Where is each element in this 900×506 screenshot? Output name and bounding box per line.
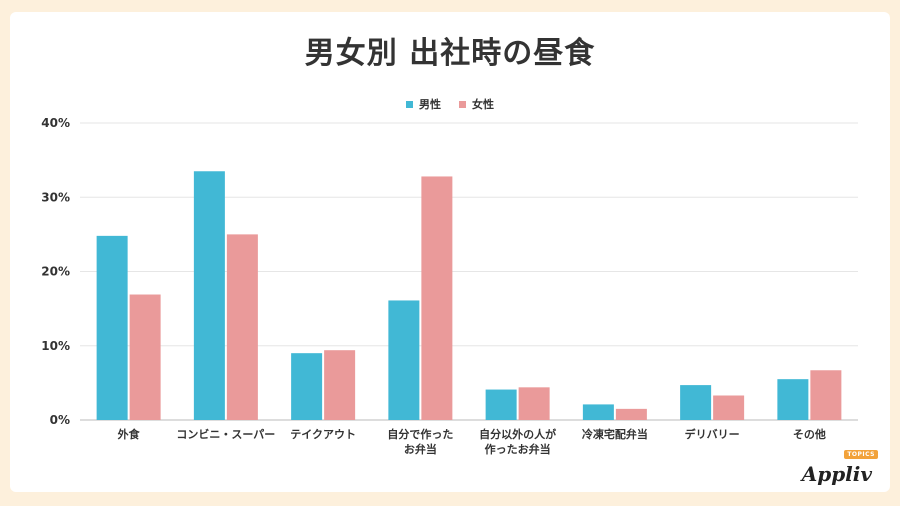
x-tick-label: デリバリー bbox=[685, 427, 740, 441]
y-tick-label: 40% bbox=[41, 116, 70, 130]
legend-swatch-female bbox=[459, 100, 466, 108]
x-tick-label: コンビニ・スーパー bbox=[176, 427, 275, 441]
x-tick-label: 自分で作ったお弁当 bbox=[387, 427, 453, 456]
appliv-logo: Appliv TOPICS bbox=[801, 450, 878, 486]
bar-female bbox=[226, 234, 258, 420]
x-tick-label: テイクアウト bbox=[290, 428, 356, 441]
x-tick-label: 冷凍宅配弁当 bbox=[582, 427, 648, 441]
bar-female bbox=[518, 387, 550, 420]
y-tick-label: 30% bbox=[41, 190, 70, 204]
legend-label-male: 男性 bbox=[419, 98, 441, 111]
logo-badge: TOPICS bbox=[844, 450, 878, 459]
y-tick-label: 10% bbox=[41, 339, 70, 353]
bar-male bbox=[777, 379, 809, 420]
legend-swatch-male bbox=[406, 100, 413, 108]
chart-title: 男女別 出社時の昼食 bbox=[304, 36, 596, 71]
x-tick-label: 自分以外の人が作ったお弁当 bbox=[479, 427, 556, 456]
bar-male bbox=[485, 389, 517, 420]
bar-male bbox=[680, 385, 712, 420]
legend-item-female: 女性 bbox=[459, 96, 494, 112]
x-tick-label: 外食 bbox=[117, 427, 141, 441]
bar-male bbox=[96, 235, 128, 420]
bar-female bbox=[129, 294, 161, 420]
legend-item-male: 男性 bbox=[406, 96, 441, 112]
x-tick-label: その他 bbox=[793, 427, 826, 441]
bar-male bbox=[388, 300, 420, 420]
bar-female bbox=[713, 395, 745, 420]
legend: 男性 女性 bbox=[0, 96, 900, 112]
bar-female bbox=[421, 176, 453, 420]
bar-female bbox=[615, 408, 647, 420]
bar-male bbox=[193, 171, 225, 420]
y-tick-label: 20% bbox=[41, 265, 70, 279]
y-tick-label: 0% bbox=[50, 413, 70, 427]
legend-label-female: 女性 bbox=[472, 98, 494, 111]
bar-female bbox=[810, 370, 842, 420]
bar-female bbox=[324, 350, 356, 420]
logo-text: Appliv bbox=[801, 462, 872, 486]
bar-male bbox=[582, 404, 614, 420]
bar-male bbox=[291, 353, 323, 420]
